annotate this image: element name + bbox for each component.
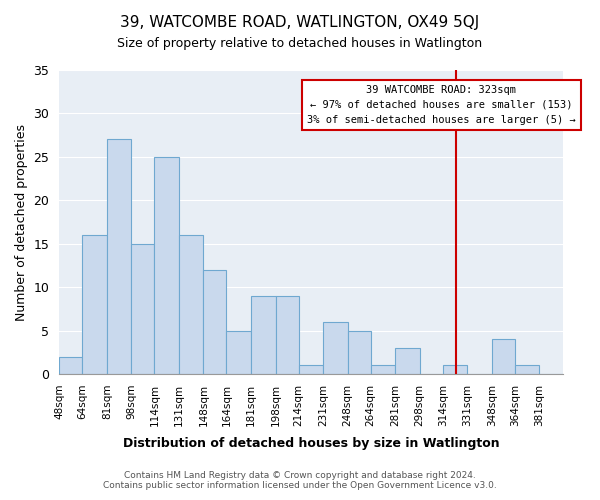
- Bar: [179, 235, 203, 374]
- Bar: [492, 340, 515, 374]
- Bar: [226, 330, 251, 374]
- Bar: [59, 356, 82, 374]
- Bar: [203, 270, 226, 374]
- Bar: [443, 366, 467, 374]
- Bar: [395, 348, 420, 374]
- Bar: [299, 366, 323, 374]
- Bar: [347, 330, 371, 374]
- Y-axis label: Number of detached properties: Number of detached properties: [15, 124, 28, 320]
- Text: 39, WATCOMBE ROAD, WATLINGTON, OX49 5QJ: 39, WATCOMBE ROAD, WATLINGTON, OX49 5QJ: [121, 15, 479, 30]
- Text: 39 WATCOMBE ROAD: 323sqm
← 97% of detached houses are smaller (153)
3% of semi-d: 39 WATCOMBE ROAD: 323sqm ← 97% of detach…: [307, 85, 576, 124]
- Bar: [323, 322, 347, 374]
- Bar: [107, 140, 131, 374]
- Text: Size of property relative to detached houses in Watlington: Size of property relative to detached ho…: [118, 38, 482, 51]
- Bar: [371, 366, 395, 374]
- Bar: [82, 235, 107, 374]
- Bar: [251, 296, 275, 374]
- Text: Contains HM Land Registry data © Crown copyright and database right 2024.
Contai: Contains HM Land Registry data © Crown c…: [103, 470, 497, 490]
- X-axis label: Distribution of detached houses by size in Watlington: Distribution of detached houses by size …: [122, 437, 499, 450]
- Bar: [131, 244, 154, 374]
- Bar: [154, 157, 179, 374]
- Bar: [515, 366, 539, 374]
- Bar: [275, 296, 299, 374]
